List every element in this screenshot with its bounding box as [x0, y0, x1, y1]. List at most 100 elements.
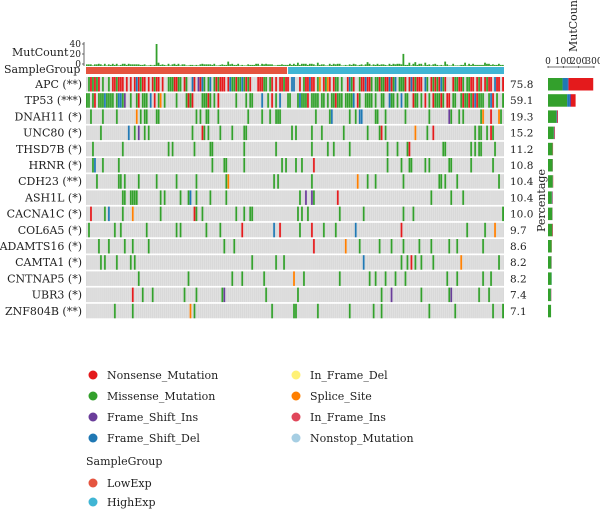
top-ytick-label: 40 [70, 40, 82, 50]
mutation-cell [115, 255, 118, 270]
mutation-cell [332, 93, 335, 108]
mutcount-bar [295, 64, 297, 66]
mutation-cell [480, 77, 483, 92]
mutation-cell [332, 77, 335, 92]
mutcount-bar [322, 64, 325, 66]
mutcount-bar [199, 64, 202, 66]
mutcount-bar [99, 64, 102, 66]
mutation-cell [195, 190, 198, 205]
mutcount-bar [257, 63, 259, 66]
mutation-cell [135, 109, 138, 124]
mutation-cell [330, 109, 333, 124]
mutation-cell [316, 93, 319, 108]
mutation-cell [472, 93, 475, 108]
mutation-cell [354, 109, 357, 124]
legend-label: Frame_Shift_Del [107, 432, 200, 445]
mutation-cell [494, 141, 497, 157]
mutation-cell [191, 125, 194, 141]
mutcount-bar [117, 65, 120, 66]
mutcount-bar [454, 65, 457, 66]
mutation-cell [336, 190, 339, 205]
right-bar-segment [548, 126, 554, 140]
mutation-cell [468, 93, 471, 108]
mutcount-bar [111, 63, 114, 66]
mutcount-bar [360, 64, 363, 66]
mutation-cell [462, 109, 465, 124]
mutation-cell [177, 77, 180, 92]
mutation-cell [356, 93, 359, 108]
mutation-cell [147, 77, 150, 92]
mutation-cell [113, 303, 116, 319]
mutation-cell [412, 77, 415, 92]
mutation-cell [424, 93, 427, 108]
mutation-cell [358, 109, 361, 124]
mutation-cell [402, 239, 405, 254]
mutation-cell [352, 93, 355, 108]
mutation-cell [131, 287, 134, 303]
mutation-cell [416, 93, 419, 108]
mutcount-bar [458, 65, 461, 66]
mutation-cell [137, 93, 140, 108]
mutation-cell [478, 125, 481, 141]
mutation-cell [289, 93, 292, 108]
mutation-cell [354, 222, 357, 238]
mutcount-bar [372, 64, 375, 66]
mutation-cell [159, 190, 162, 205]
mutation-cell [249, 77, 252, 92]
mutation-cell [340, 93, 343, 108]
gene-percentage: 11.2 [510, 144, 533, 156]
mutcount-bar [400, 64, 403, 66]
mutation-cell [414, 125, 417, 141]
mutcount-bar [219, 64, 222, 66]
mutation-cell [277, 174, 280, 189]
mutation-cell [394, 77, 397, 92]
mutcount-bar [123, 63, 126, 66]
mutcount-bar [402, 53, 405, 66]
mutcount-bar [239, 65, 242, 66]
mutcount-bar [398, 63, 401, 66]
legend-swatch [88, 412, 98, 422]
mutation-cell [139, 109, 142, 124]
mutation-cell [434, 77, 437, 92]
mutcount-bar [115, 63, 118, 66]
mutation-cell [390, 77, 393, 92]
mutcount-bar [422, 65, 425, 66]
mutation-cell [310, 141, 313, 157]
mutation-cell [304, 77, 307, 92]
mutation-cell [261, 93, 264, 108]
mutcount-bar [352, 63, 355, 66]
mutation-cell [450, 190, 453, 205]
right-bar-segment [562, 78, 568, 91]
mutation-cell [388, 93, 391, 108]
mutation-matrix [86, 77, 504, 320]
mutation-cell [360, 109, 363, 124]
mutation-cell [358, 239, 361, 254]
right-bar-segment [568, 78, 594, 91]
legend-label: Nonsense_Mutation [107, 369, 218, 382]
mutation-cell [141, 77, 144, 92]
gene-labels: APC (**) TP53 (***) DNAH11 (*) UNC80 (*) THS… [0, 78, 82, 318]
right-bar-segment [548, 272, 552, 285]
mutcount-bar [245, 65, 248, 66]
mutation-cell [418, 239, 421, 254]
mutation-cell [129, 255, 132, 270]
mutation-cell [107, 239, 110, 254]
mutation-cell [229, 77, 232, 92]
mutcount-bar [300, 63, 303, 66]
mutation-cell [117, 174, 120, 189]
mutation-cell [490, 93, 493, 108]
mutation-cell [298, 190, 301, 205]
mutation-cell [448, 158, 451, 173]
right-xtick-label: 100 [555, 57, 572, 67]
mutation-cell [400, 255, 403, 270]
gene-percentage: 8.2 [510, 273, 527, 285]
mutcount-bar [414, 62, 417, 66]
mutation-cell [490, 77, 493, 92]
mutcount-bar [187, 65, 190, 66]
mutation-cell [103, 93, 106, 108]
mutation-cell [123, 190, 126, 205]
mutation-cell [189, 93, 192, 108]
mutcount-bar [271, 64, 273, 66]
mutation-cell [125, 77, 128, 92]
mutation-cell [275, 141, 278, 157]
